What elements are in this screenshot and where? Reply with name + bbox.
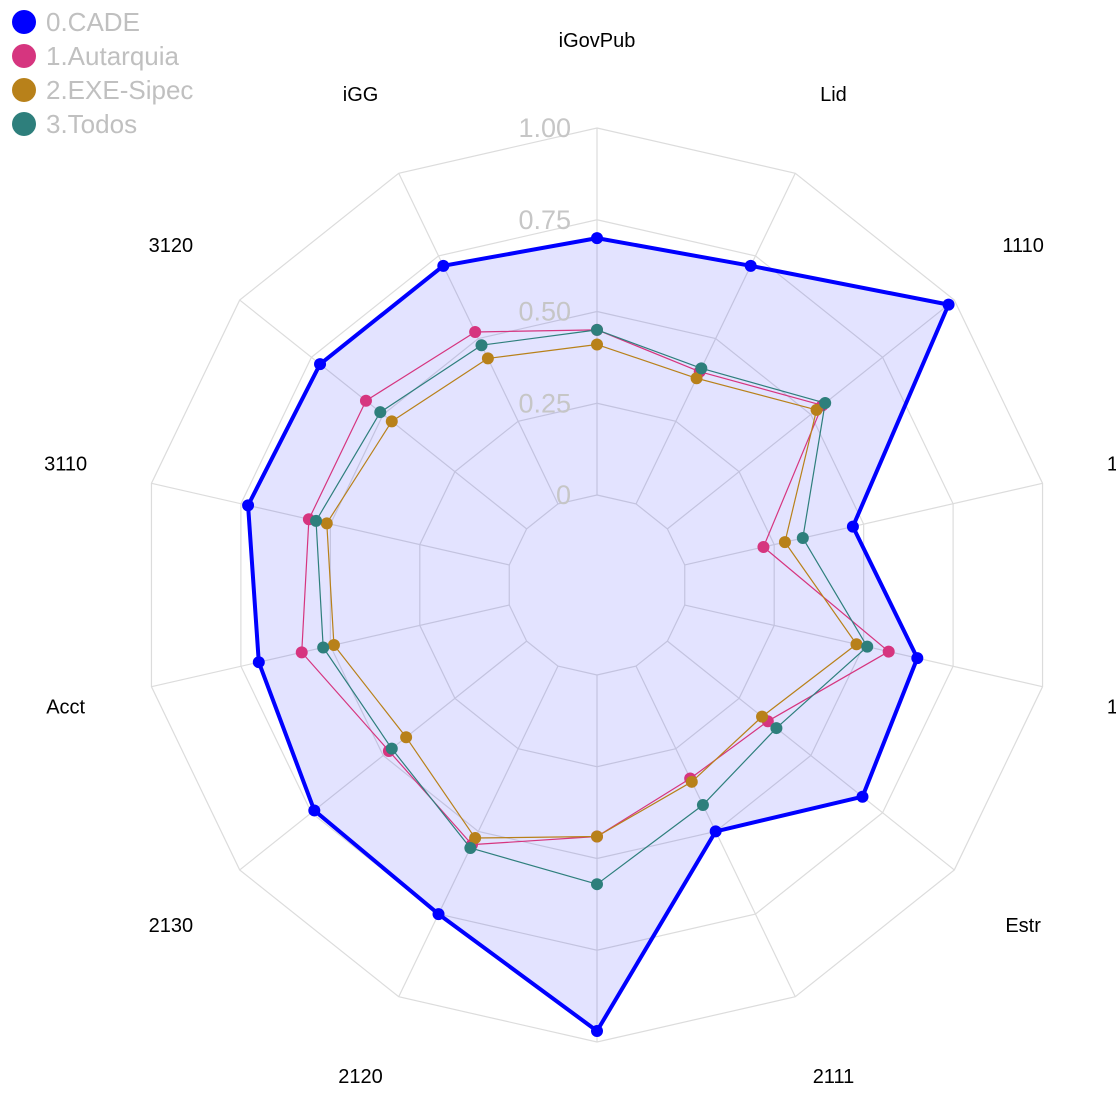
series-point-2-9 [400, 731, 413, 744]
series-point-3-11 [310, 514, 323, 527]
series-point-3-3 [796, 532, 809, 545]
grid-spoke-13 [398, 172, 559, 505]
series-point-1-3 [757, 541, 770, 554]
tick-label-2: 0.50 [518, 297, 571, 327]
series-point-0-5 [856, 790, 869, 803]
series-layer [242, 232, 955, 1037]
series-point-0-13 [437, 259, 450, 272]
axis-label-8: 2120 [338, 1066, 383, 1088]
series-point-2-13 [481, 352, 494, 365]
grid-spoke-9 [239, 640, 528, 871]
tick-label-4: 1.00 [518, 113, 571, 143]
axis-label-12: 3120 [149, 235, 194, 257]
series-point-1-10 [295, 646, 308, 659]
axis-label-0: iGovPub [559, 30, 636, 52]
grid-spoke-2 [666, 299, 955, 530]
tick-label-0: 0 [556, 480, 571, 510]
legend-swatch-0 [12, 10, 36, 34]
axis-label-5: Estr [1005, 915, 1041, 937]
series-point-2-10 [327, 639, 340, 652]
series-point-1-4 [882, 645, 895, 658]
series-point-1-12 [359, 394, 372, 407]
axis-label-4: 1130 [1107, 696, 1116, 718]
series-point-0-11 [242, 499, 255, 512]
axis-label-13: iGG [343, 84, 379, 106]
grid-spoke-8 [398, 665, 559, 998]
series-3 [310, 323, 874, 891]
axis-label-1: Lid [820, 84, 847, 106]
grid-spoke-3 [684, 482, 1043, 566]
series-point-3-6 [696, 798, 709, 811]
series-point-0-1 [744, 259, 757, 272]
series-0 [242, 232, 955, 1037]
series-point-3-1 [695, 362, 708, 375]
axis-label-10: Acct [46, 696, 85, 718]
series-point-3-5 [770, 722, 783, 735]
series-point-3-8 [464, 841, 477, 854]
series-point-2-8 [469, 832, 482, 845]
axis-label-11: 3110 [44, 454, 87, 476]
series-point-3-7 [591, 878, 603, 891]
axis-label-2: 1110 [1002, 235, 1044, 257]
series-point-3-13 [475, 339, 488, 352]
series-point-2-12 [385, 415, 398, 428]
series-point-3-9 [385, 742, 398, 755]
legend-label-1: 1.Autarquia [46, 41, 180, 71]
series-point-2-11 [320, 517, 333, 530]
radial-ticks: 0 0.25 0.50 0.75 1.00 [518, 113, 571, 510]
legend-label-0: 0.CADE [46, 7, 140, 37]
series-point-0-7 [591, 1024, 603, 1037]
series-area-0 [248, 238, 949, 1031]
series-point-1-13 [469, 325, 482, 338]
tick-label-1: 0.25 [518, 388, 571, 418]
grid-spoke-1 [635, 172, 796, 505]
legend-label-2: 2.EXE-Sipec [46, 75, 193, 105]
series-point-3-4 [861, 640, 874, 653]
legend-swatch-1 [12, 44, 36, 68]
tick-label-3: 0.75 [518, 205, 571, 235]
series-point-3-2 [819, 397, 832, 410]
series-point-3-10 [317, 641, 330, 654]
series-point-2-0 [591, 338, 603, 351]
series-point-0-4 [911, 652, 924, 665]
series-point-2-1 [690, 372, 703, 385]
legend-label-3: 3.Todos [46, 109, 137, 139]
series-point-2-7 [591, 830, 603, 843]
axis-labels: iGovPubLid111011201130Estr21112112212021… [44, 30, 1116, 1088]
axis-label-6: 2111 [813, 1066, 855, 1088]
series-point-0-6 [709, 825, 722, 838]
series-point-0-12 [314, 358, 327, 371]
axis-label-3: 1120 [1107, 454, 1116, 476]
series-point-2-6 [685, 775, 698, 788]
series-point-2-3 [778, 536, 791, 549]
series-point-0-0 [591, 232, 603, 245]
legend: 0.CADE 1.Autarquia 2.EXE-Sipec 3.Todos [12, 7, 193, 139]
series-point-2-4 [850, 638, 863, 651]
series-point-0-9 [308, 804, 321, 817]
axis-label-9: 2130 [149, 915, 194, 937]
grid-spoke-5 [666, 640, 955, 871]
legend-swatch-3 [12, 112, 36, 136]
series-point-3-0 [591, 323, 603, 336]
series-point-0-10 [252, 656, 265, 669]
series-point-2-2 [810, 403, 823, 416]
series-2 [320, 338, 863, 845]
series-point-0-3 [846, 520, 859, 533]
series-point-0-8 [432, 908, 445, 921]
series-point-2-5 [756, 710, 769, 723]
legend-swatch-2 [12, 78, 36, 102]
series-point-3-12 [374, 406, 387, 419]
series-point-0-2 [942, 298, 955, 311]
